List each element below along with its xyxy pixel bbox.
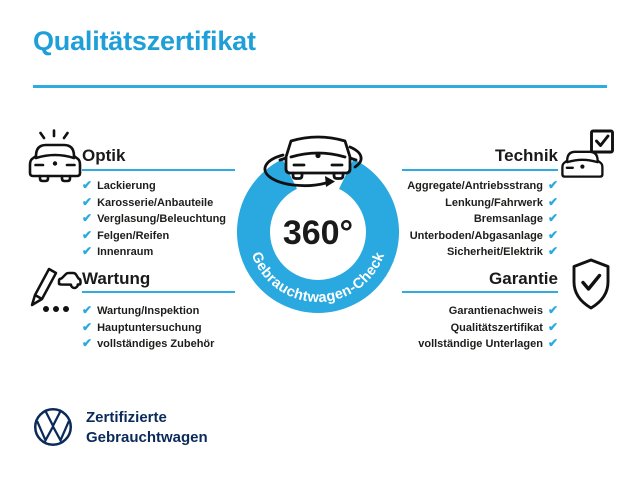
check-item-label: Lenkung/Fahrwerk [445,196,543,209]
car-checkbox-icon [561,129,614,178]
brand-line-2: Gebrauchtwagen [86,429,208,446]
service-checklist-icon [30,267,82,312]
check-icon: ✔ [82,319,93,334]
brand-text: Zertifizierte Gebrauchtwagen [86,408,208,448]
check-item: ✔ Innenraum [82,244,226,261]
check-icon: ✔ [547,194,558,209]
check-item: Sicherheit/Elektrik ✔ [407,244,558,261]
check-item: Qualitätszertifikat ✔ [418,320,558,337]
check-icon: ✔ [547,336,558,350]
check-item: Garantienachweis ✔ [418,303,558,320]
check-item: ✔ Karosserie/Anbauteile [82,195,226,212]
check-item: Bremsanlage ✔ [407,211,558,228]
section-rule-garantie [402,291,558,293]
check-item-label: Hauptuntersuchung [97,321,202,334]
check-icon: ✔ [82,227,93,242]
check-item: Lenkung/Fahrwerk ✔ [407,195,558,212]
check-item-label: Karosserie/Anbauteile [97,196,214,209]
check-item-label: Lackierung [97,180,156,192]
sparkling-car-icon [28,129,82,183]
360-check-ring: Gebrauchtwagen-Check 360° [237,135,399,313]
check-icon: ✔ [547,319,558,334]
check-icon: ✔ [82,303,93,317]
section-rule-optik [82,169,235,171]
garantie-checklist: Garantienachweis ✔ Qualitätszertifikat ✔ v… [418,303,558,353]
wartung-checklist: ✔ Wartung/Inspektion ✔ Hauptuntersuchung ✔… [82,303,214,353]
check-icon: ✔ [547,211,558,225]
rotating-car-icon [263,135,363,188]
technik-checklist: Aggregate/Antriebsstrang ✔ Lenkung/Fahrwe… [407,178,558,261]
section-title-technik: Technik [495,146,558,165]
360-degree-label: 360° [283,214,353,252]
shield-check-icon [572,258,610,310]
check-icon: ✔ [82,336,93,350]
check-item-label: Felgen/Reifen [97,229,170,242]
check-item-label: Verglasung/Beleuchtung [97,213,227,225]
optik-checklist: ✔ Lackierung ✔ Karosserie/Anbauteile ✔ Verg… [82,178,226,261]
check-icon: ✔ [547,178,558,192]
check-item: ✔ Hauptuntersuchung [82,320,214,337]
check-icon: ✔ [82,194,93,209]
check-icon: ✔ [547,303,558,317]
section-rule-technik [402,169,558,171]
check-item-label: Aggregate/Antriebsstrang [407,180,543,192]
check-item-label: Qualitätszertifikat [450,321,543,334]
section-title-wartung: Wartung [82,269,151,288]
check-item: vollständige Unterlagen ✔ [418,336,558,353]
check-icon: ✔ [82,211,93,225]
page-title: Qualitätszertifikat [33,26,256,56]
check-item-label: vollständiges Zubehör [97,338,215,350]
check-item-label: Sicherheit/Elektrik [446,246,543,258]
check-item: ✔ Felgen/Reifen [82,228,226,245]
check-item: ✔ Verglasung/Beleuchtung [82,211,226,228]
check-item: Unterboden/Abgasanlage ✔ [407,228,558,245]
vw-logo [34,408,72,446]
check-icon: ✔ [547,227,558,242]
check-item-label: Bremsanlage [473,213,543,225]
brand-line-1: Zertifizierte [86,409,167,426]
header-divider [33,85,607,88]
check-icon: ✔ [82,244,93,258]
section-title-optik: Optik [82,146,126,165]
check-item: ✔ Lackierung [82,178,226,195]
check-item-label: Innenraum [97,246,154,258]
check-icon: ✔ [547,244,558,258]
check-item: ✔ Wartung/Inspektion [82,303,214,320]
check-item: Aggregate/Antriebsstrang ✔ [407,178,558,195]
check-item-label: vollständige Unterlagen [418,338,543,350]
section-rule-wartung [82,291,235,293]
check-item-label: Wartung/Inspektion [97,305,200,317]
section-title-garantie: Garantie [489,269,558,288]
check-item: ✔ vollständiges Zubehör [82,336,214,353]
check-item-label: Garantienachweis [448,305,543,317]
check-item-label: Unterboden/Abgasanlage [409,229,543,242]
check-icon: ✔ [82,178,93,192]
